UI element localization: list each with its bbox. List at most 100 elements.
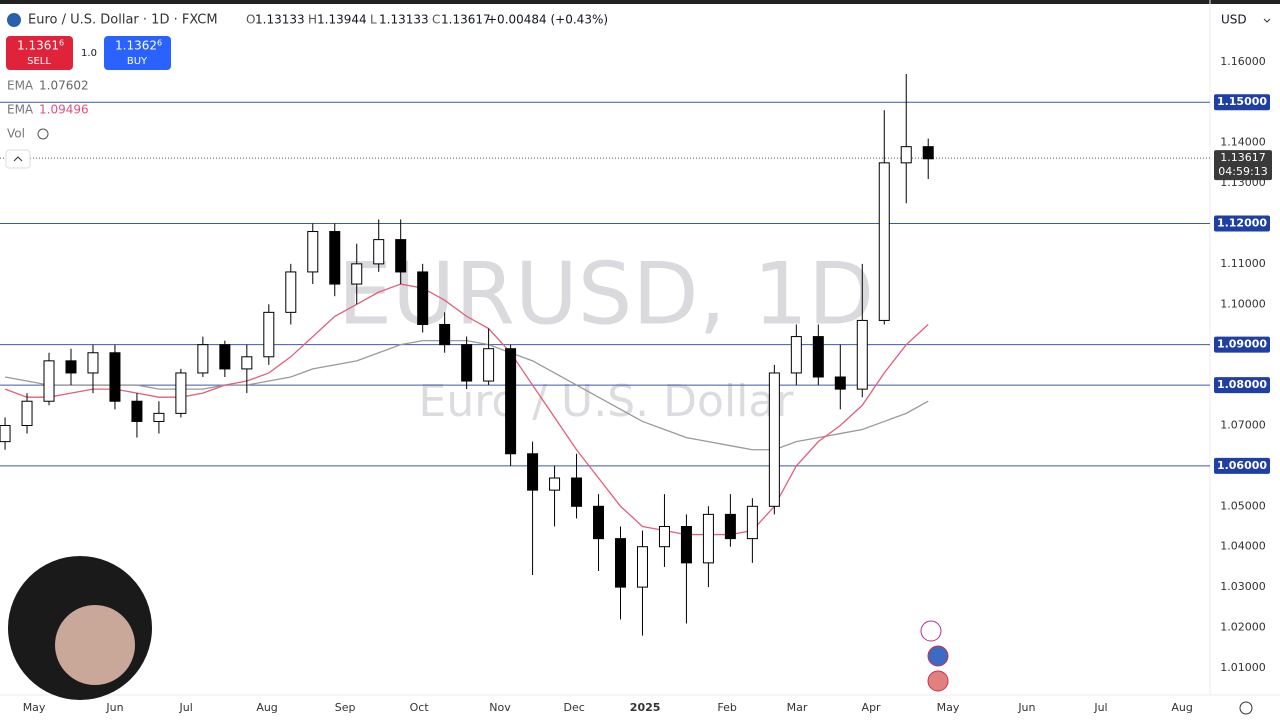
- candle-body: [768, 372, 780, 507]
- candle-body: [307, 231, 319, 273]
- level-label-box: [1214, 336, 1270, 353]
- x-tick-label: 2025: [630, 701, 661, 714]
- candle-body: [109, 352, 121, 402]
- indicator-name: EMA: [7, 103, 34, 117]
- y-tick-label: 1.03000: [1220, 580, 1266, 593]
- flag-icon[interactable]: [927, 645, 949, 667]
- buy-label: BUY: [127, 56, 148, 67]
- candle-body: [395, 239, 407, 273]
- ohlc-value: 1.13944: [317, 13, 367, 27]
- candle-body: [593, 505, 605, 540]
- candle-body: [0, 424, 11, 443]
- candle-body: [43, 360, 55, 402]
- candle-body: [439, 323, 451, 346]
- candle-body: [724, 513, 736, 540]
- level-label-box: [1214, 215, 1270, 232]
- candle-body: [680, 526, 692, 564]
- level-label: 1.12000: [1217, 216, 1267, 229]
- webcam-face: [55, 605, 135, 685]
- x-tick-label: May: [23, 701, 46, 714]
- candle-body: [483, 348, 495, 382]
- level-label-box: [1214, 457, 1270, 474]
- candle-body: [241, 356, 253, 370]
- candle-body: [922, 146, 934, 160]
- x-tick-label: Sep: [335, 701, 356, 714]
- x-tick-label: Nov: [489, 701, 511, 714]
- visibility-icon[interactable]: [37, 128, 49, 140]
- candle-body: [746, 505, 758, 540]
- level-label-box: [1214, 94, 1270, 111]
- y-tick-label: 1.11000: [1220, 257, 1266, 270]
- candle-body: [21, 400, 33, 426]
- y-tick-label: 1.04000: [1220, 540, 1266, 553]
- candle-body: [219, 344, 231, 370]
- candle-body: [65, 360, 77, 374]
- candle-body: [900, 146, 912, 164]
- y-tick-label: 1.16000: [1220, 55, 1266, 68]
- collapse-button[interactable]: [5, 149, 31, 169]
- candle-body: [812, 336, 824, 378]
- y-tick-label: 1.05000: [1220, 499, 1266, 512]
- candle-body: [87, 352, 99, 374]
- buy-price: 1.1362: [115, 39, 157, 53]
- candle-body: [636, 546, 648, 588]
- sell-label: SELL: [27, 56, 51, 67]
- y-tick-label: 1.10000: [1220, 297, 1266, 310]
- ohlc-value: 1.13133: [255, 13, 305, 27]
- x-tick-label: Jun: [1017, 701, 1035, 714]
- y-tick-label: 1.07000: [1220, 418, 1266, 431]
- x-tick-label: Oct: [410, 701, 430, 714]
- x-tick-label: Dec: [563, 701, 584, 714]
- candle-body: [197, 344, 209, 374]
- candle-body: [373, 239, 385, 265]
- candle-body: [417, 271, 429, 325]
- ohlc-key: O: [246, 13, 255, 27]
- ohlc-value: 1.13133: [379, 13, 429, 27]
- sell-button[interactable]: [6, 36, 73, 70]
- quantity: 1.0: [81, 48, 97, 59]
- ohlc-key: C: [432, 13, 440, 27]
- sell-price: 1.1361: [17, 39, 59, 53]
- x-tick-label: Aug: [256, 701, 277, 714]
- buy-button[interactable]: [104, 36, 171, 70]
- level-label: 1.06000: [1217, 459, 1267, 472]
- change: +0.00484 (+0.43%): [487, 13, 608, 27]
- symbol-icon: [7, 13, 21, 27]
- sell-sup: 6: [59, 39, 64, 48]
- top-border: [0, 0, 1280, 4]
- x-tick-label: Aug: [1171, 701, 1192, 714]
- candle-body: [505, 348, 517, 455]
- indicator-name: EMA: [7, 79, 34, 93]
- y-tick-label: 1.01000: [1220, 661, 1266, 674]
- candle-body: [658, 526, 670, 548]
- ohlc-key: H: [308, 13, 317, 27]
- x-tick-label: Apr: [862, 701, 882, 714]
- event-icon[interactable]: [920, 620, 942, 642]
- candle-body: [549, 477, 561, 491]
- symbol: Euro / U.S. Dollar · 1D · FXCM: [28, 13, 218, 28]
- level-label: 1.08000: [1217, 378, 1267, 391]
- settings-icon[interactable]: [1239, 701, 1253, 715]
- candle-body: [702, 513, 714, 564]
- ohlc-value: 1.13617: [441, 13, 491, 27]
- indicator-value: 1.09496: [39, 103, 89, 117]
- candle-body: [263, 311, 275, 358]
- countdown: 04:59:13: [1218, 165, 1267, 178]
- y-tick-label: 1.14000: [1220, 136, 1266, 149]
- level-label-box: [1214, 377, 1270, 394]
- x-tick-label: Jul: [1093, 701, 1107, 714]
- indicator-name: Vol: [7, 127, 25, 141]
- candle-body: [461, 344, 473, 382]
- x-tick-label: Mar: [787, 701, 808, 714]
- candle-body: [834, 376, 846, 390]
- flag-icon[interactable]: [927, 670, 949, 692]
- candle-body: [153, 412, 165, 422]
- candle-body: [614, 538, 626, 588]
- candle-body: [329, 231, 341, 285]
- y-tick-label: 1.02000: [1220, 621, 1266, 634]
- candle-body: [351, 263, 363, 285]
- currency[interactable]: USD: [1221, 13, 1247, 27]
- x-tick-label: May: [937, 701, 960, 714]
- level-label: 1.09000: [1217, 338, 1267, 351]
